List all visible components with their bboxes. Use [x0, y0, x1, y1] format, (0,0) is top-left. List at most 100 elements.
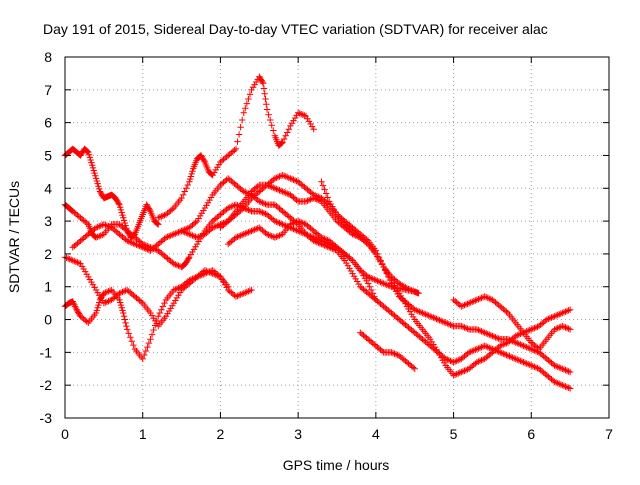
data-point: [243, 100, 251, 107]
data-point: [498, 349, 505, 357]
data-point: [102, 221, 109, 229]
data-point: [190, 232, 198, 240]
data-point: [156, 213, 164, 221]
data-point: [204, 268, 212, 275]
data-point: [521, 359, 529, 367]
data-point: [246, 91, 254, 98]
y-tick-label: -1: [40, 344, 53, 360]
data-point: [270, 127, 277, 134]
y-tick-label: 2: [44, 246, 52, 262]
data-point: [456, 369, 463, 376]
x-tick-label: 3: [294, 426, 302, 442]
data-point: [298, 219, 305, 226]
x-tick-label: 7: [605, 426, 613, 442]
data-point: [290, 176, 297, 183]
data-point: [423, 311, 431, 319]
data-point: [497, 349, 504, 356]
data-point: [391, 350, 398, 357]
data-point: [287, 175, 294, 182]
data-point: [556, 311, 563, 318]
data-point: [377, 278, 384, 286]
data-point: [232, 145, 240, 153]
data-point: [565, 307, 572, 314]
data-point: [492, 334, 499, 341]
data-point: [481, 329, 488, 336]
data-point: [518, 341, 526, 349]
data-point: [184, 181, 191, 189]
data-point: [484, 343, 491, 351]
data-point: [120, 309, 127, 317]
data-point: [420, 310, 428, 317]
data-point: [169, 231, 176, 239]
data-point: [551, 326, 558, 333]
data-point: [493, 334, 501, 342]
data-point: [451, 371, 459, 378]
data-point: [565, 368, 572, 375]
data-point: [173, 229, 181, 237]
data-point: [144, 343, 151, 351]
data-point: [409, 364, 417, 371]
data-point: [510, 355, 518, 362]
data-point: [280, 189, 288, 196]
data-point: [130, 240, 137, 247]
data-point: [324, 194, 331, 201]
data-point: [367, 274, 375, 282]
data-point: [301, 112, 308, 119]
data-point: [274, 219, 282, 226]
data-point: [367, 286, 375, 294]
data-point: [71, 257, 78, 265]
y-tick-label: 5: [44, 147, 52, 163]
y-axis-label: SDTVAR / TECUs: [6, 181, 22, 293]
data-point: [566, 385, 574, 392]
data-point: [554, 324, 561, 332]
data-point: [372, 296, 380, 304]
data-point: [273, 174, 280, 181]
data-point: [455, 357, 462, 364]
data-point: [277, 187, 285, 195]
data-point: [242, 189, 249, 196]
data-point: [313, 196, 320, 203]
data-point: [134, 242, 142, 249]
data-point: [369, 275, 376, 283]
data-point: [276, 187, 283, 194]
plot-frame: [64, 56, 610, 419]
series-12: [450, 293, 574, 353]
data-point: [515, 340, 523, 348]
data-point: [461, 301, 468, 309]
data-point: [223, 219, 230, 226]
data-point: [256, 198, 263, 205]
data-point: [315, 239, 322, 246]
data-point: [464, 300, 471, 307]
data-point: [411, 306, 418, 313]
data-point: [464, 325, 471, 332]
x-tick-label: 5: [450, 426, 458, 442]
data-point: [238, 116, 246, 124]
data-point: [147, 336, 154, 343]
data-point: [318, 178, 325, 185]
data-point: [476, 295, 484, 302]
data-point: [489, 332, 496, 340]
data-point: [461, 324, 468, 331]
data-point: [282, 132, 289, 139]
data-point: [483, 294, 490, 301]
data-point: [409, 287, 417, 295]
data-point: [242, 104, 249, 112]
data-point: [326, 244, 333, 251]
data-point: [136, 242, 143, 250]
data-point: [450, 359, 457, 366]
data-point: [245, 206, 252, 214]
data-point: [411, 365, 418, 372]
data-point: [302, 198, 310, 205]
data-point: [453, 357, 460, 365]
data-point: [68, 256, 75, 264]
data-point: [484, 294, 491, 302]
data-point: [175, 229, 182, 236]
data-point: [473, 345, 481, 353]
data-point: [469, 298, 476, 306]
data-point: [371, 276, 378, 283]
data-point: [83, 147, 90, 155]
data-point: [265, 231, 272, 239]
data-point: [131, 240, 139, 248]
data-point: [158, 306, 165, 313]
data-point: [428, 313, 436, 321]
